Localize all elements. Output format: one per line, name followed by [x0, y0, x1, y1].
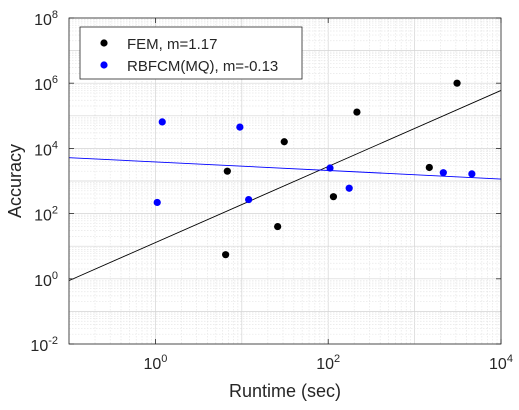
data-point-series-1: [345, 184, 353, 192]
legend-box: [79, 26, 303, 80]
data-points: [153, 79, 476, 259]
data-point-series-1: [153, 198, 161, 207]
plot-area-frame: [68, 17, 502, 345]
x-tick-label: 102: [316, 353, 340, 373]
data-point-series-0: [280, 138, 288, 146]
fit-line-series-1: [68, 157, 502, 180]
legend: FEM, m=1.17 RBFCM(MQ), m=-0.13: [79, 26, 303, 80]
fit-lines: [68, 90, 502, 282]
data-point-series-1: [439, 169, 447, 177]
y-tick-label: 104: [34, 139, 58, 159]
y-tick-labels: 10-2 100 102 104 106 108: [30, 9, 58, 355]
data-point-series-0: [222, 251, 230, 259]
data-point-series-0: [274, 222, 282, 231]
y-tick-label: 10-2: [30, 335, 58, 355]
y-tick-label: 100: [34, 270, 58, 290]
legend-label-fem: FEM, m=1.17: [127, 36, 217, 53]
x-tick-labels: 100 102 104: [143, 353, 513, 373]
y-tick-label: 108: [34, 9, 58, 29]
legend-marker-rbfcm: [100, 61, 108, 69]
y-axis-label: Accuracy: [5, 144, 25, 218]
data-point-series-0: [223, 167, 231, 175]
y-tick-label: 106: [34, 74, 58, 94]
legend-marker-fem: [100, 39, 108, 47]
data-point-series-1: [326, 164, 334, 172]
data-point-series-0: [453, 79, 461, 87]
data-point-series-1: [468, 170, 476, 178]
fit-line-series-0: [68, 90, 502, 282]
x-tick-label: 100: [143, 353, 167, 373]
x-axis-label: Runtime (sec): [229, 381, 341, 401]
x-tick-label: 104: [489, 353, 513, 373]
axis-ticks: [69, 17, 502, 345]
data-point-series-1: [236, 123, 244, 131]
data-point-series-0: [329, 193, 338, 201]
data-point-series-1: [245, 195, 253, 204]
legend-label-rbfcm: RBFCM(MQ), m=-0.13: [127, 58, 278, 75]
y-tick-label: 102: [34, 205, 58, 225]
data-point-series-0: [425, 163, 433, 172]
data-point-series-0: [353, 108, 361, 116]
data-point-series-1: [158, 118, 166, 126]
